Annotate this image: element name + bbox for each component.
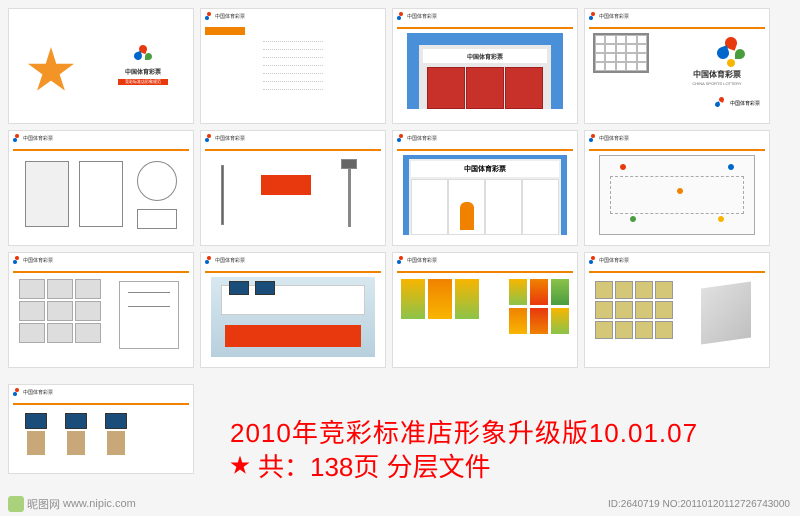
logo-icon [13, 256, 21, 264]
thumbnail-grid: 中国体育彩票 竞彩标准店形象规范 中国体育彩票 中国体育彩票 中国体育彩票 中国… [0, 0, 800, 368]
thumb-display[interactable]: 中国体育彩票 [584, 252, 770, 368]
interior-render [211, 277, 375, 357]
thumb-tech-2[interactable]: 中国体育彩票 [200, 130, 386, 246]
logo-icon [13, 134, 21, 142]
logo-icon [205, 256, 213, 264]
thumb-posters[interactable]: 中国体育彩票 [392, 252, 578, 368]
watermark-logo-icon [8, 496, 24, 512]
thumb-toc[interactable]: 中国体育彩票 [200, 8, 386, 124]
watermark-left: 昵图网 www.nipic.com [8, 496, 136, 512]
thumb-panels[interactable]: 中国体育彩票 [8, 252, 194, 368]
display-grid [595, 281, 673, 339]
technical-drawing [211, 155, 375, 235]
machine-set [23, 413, 129, 457]
main-title: 2010年竞彩标准店形象升级版10.01.07 [230, 413, 698, 450]
thumb-tech-1[interactable]: 中国体育彩票 [8, 130, 194, 246]
logo-icon [589, 12, 597, 20]
thumb-machines[interactable]: 中国体育彩票 [8, 384, 194, 474]
logo-icon [13, 388, 21, 396]
logo-icon [397, 134, 405, 142]
logo-icon [397, 256, 405, 264]
panel-grid [19, 279, 101, 343]
cover-title: 中国体育彩票 [125, 67, 161, 76]
storefront-render: 中国体育彩票 [407, 33, 563, 109]
brand-logo [715, 35, 747, 67]
watermark-id: ID:2640719 NO:20110120112726743000 [608, 499, 790, 510]
section-tab [205, 27, 245, 35]
star-bullet-icon [230, 456, 250, 476]
thumb-storefront-large[interactable]: 中国体育彩票 中国体育彩票 [392, 130, 578, 246]
logo-icon [589, 256, 597, 264]
toc-list [263, 37, 323, 93]
watermark-url: www.nipic.com [63, 498, 136, 510]
logo-text-en: CHINA SPORTS LOTTERY [675, 81, 759, 86]
technical-drawing [19, 155, 183, 235]
storefront-render: 中国体育彩票 [403, 155, 567, 235]
star-icon [27, 47, 75, 95]
watermark-site: 昵图网 [27, 496, 60, 512]
cover-brand: 中国体育彩票 竞彩标准店形象规范 [113, 44, 173, 85]
logo-icon [397, 12, 405, 20]
cover-subtitle: 竞彩标准店形象规范 [118, 79, 168, 85]
thumb-logo[interactable]: 中国体育彩票 中国体育彩票 CHINA SPORTS LOTTERY 中国体育彩… [584, 8, 770, 124]
display-stand [701, 281, 751, 344]
thumb-storefront-small[interactable]: 中国体育彩票 中国体育彩票 [392, 8, 578, 124]
person-icon [460, 202, 474, 230]
main-subtitle: 共：138页 分层文件 [230, 447, 491, 484]
logo-icon [589, 134, 597, 142]
logo-small: 中国体育彩票 [715, 97, 760, 109]
floor-plan [599, 155, 755, 235]
logo-icon [205, 134, 213, 142]
thumb-cover[interactable]: 中国体育彩票 竞彩标准店形象规范 [8, 8, 194, 124]
logo-icon [205, 12, 213, 20]
store-sign: 中国体育彩票 [411, 161, 559, 177]
logo-text-cn: 中国体育彩票 [675, 69, 759, 80]
store-sign: 中国体育彩票 [423, 49, 547, 63]
bottom-row: 中国体育彩票 [8, 384, 194, 474]
poster-set [401, 279, 479, 319]
thumb-interior[interactable]: 中国体育彩票 [200, 252, 386, 368]
poster-grid [509, 279, 569, 334]
thumb-floorplan[interactable]: 中国体育彩票 [584, 130, 770, 246]
